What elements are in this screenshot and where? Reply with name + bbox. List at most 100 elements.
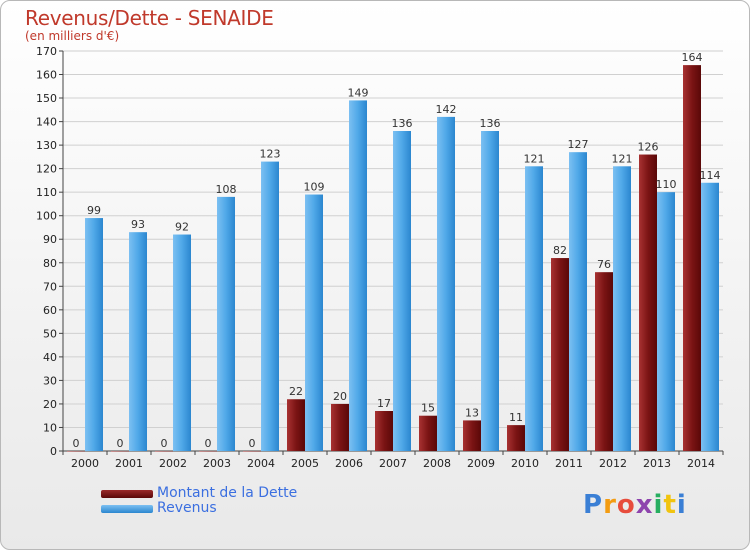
logo-letter: x <box>635 490 654 520</box>
bar-debt <box>507 425 525 451</box>
y-tick-label: 0 <box>50 445 57 458</box>
bar-revenus <box>481 131 499 451</box>
data-label-revenus: 114 <box>700 169 721 182</box>
x-tick-label: 2005 <box>291 457 319 470</box>
logo-letter: t <box>663 490 677 520</box>
data-label-revenus: 109 <box>304 181 325 194</box>
x-tick-label: 2011 <box>555 457 583 470</box>
bar-revenus <box>305 194 323 451</box>
data-label-debt: 0 <box>73 437 80 450</box>
data-label-revenus: 121 <box>612 152 633 165</box>
bar-revenus <box>217 196 235 451</box>
bar-debt <box>683 65 701 451</box>
data-label-revenus: 92 <box>175 221 189 234</box>
bar-revenus <box>701 182 719 451</box>
legend-label-revenus: Revenus <box>157 500 217 516</box>
bar-revenus <box>349 100 367 451</box>
chart-subtitle: (en milliers d'€) <box>25 29 120 43</box>
data-label-debt: 126 <box>638 141 659 154</box>
legend-swatch-revenus <box>101 505 153 513</box>
x-tick-label: 2013 <box>643 457 671 470</box>
y-tick-label: 90 <box>43 233 57 246</box>
bar-debt <box>111 451 129 452</box>
data-label-debt: 164 <box>682 51 703 64</box>
data-label-debt: 13 <box>465 406 479 419</box>
data-label-revenus: 127 <box>568 138 589 151</box>
bar-revenus <box>569 152 587 452</box>
data-label-revenus: 142 <box>436 103 457 116</box>
proxiti-logo: Proxiti <box>583 490 687 520</box>
bar-debt <box>419 415 437 451</box>
data-label-revenus: 136 <box>480 117 501 130</box>
y-tick-label: 50 <box>43 327 57 340</box>
bar-revenus <box>393 131 411 451</box>
data-label-revenus: 121 <box>524 152 545 165</box>
logo-letter: r <box>603 490 617 520</box>
data-label-revenus: 99 <box>87 204 101 217</box>
y-tick-label: 170 <box>36 45 57 58</box>
bar-revenus <box>657 192 675 452</box>
bar-revenus <box>437 116 455 451</box>
y-tick-label: 70 <box>43 280 57 293</box>
data-label-revenus: 110 <box>656 178 677 191</box>
y-tick-label: 30 <box>43 374 57 387</box>
bar-debt <box>375 411 393 451</box>
data-label-debt: 22 <box>289 385 303 398</box>
y-tick-label: 140 <box>36 116 57 129</box>
data-label-debt: 76 <box>597 258 611 271</box>
data-label-revenus: 136 <box>392 117 413 130</box>
data-label-debt: 15 <box>421 402 435 415</box>
data-label-debt: 0 <box>161 437 168 450</box>
data-label-revenus: 93 <box>131 218 145 231</box>
bar-revenus <box>129 232 147 451</box>
x-tick-label: 2002 <box>159 457 187 470</box>
chart-title: Revenus/Dette - SENAIDE <box>25 6 274 30</box>
bar-debt <box>331 403 349 451</box>
x-tick-label: 2000 <box>71 457 99 470</box>
x-tick-label: 2003 <box>203 457 231 470</box>
x-tick-label: 2008 <box>423 457 451 470</box>
data-label-debt: 11 <box>509 411 523 424</box>
bar-debt <box>463 420 481 451</box>
y-tick-label: 100 <box>36 210 57 223</box>
y-tick-label: 160 <box>36 69 57 82</box>
data-label-debt: 17 <box>377 397 391 410</box>
bar-debt <box>595 272 613 451</box>
y-tick-label: 10 <box>43 421 57 434</box>
x-tick-label: 2004 <box>247 457 275 470</box>
bar-debt <box>287 399 305 451</box>
x-tick-label: 2007 <box>379 457 407 470</box>
logo-letter: i <box>653 490 664 520</box>
bar-debt <box>155 451 173 452</box>
bar-revenus <box>525 166 543 451</box>
logo-letter: P <box>583 490 604 520</box>
bar-revenus <box>613 166 631 451</box>
logo-letter: i <box>676 490 687 520</box>
legend-swatch-debt <box>101 490 153 498</box>
y-tick-label: 150 <box>36 92 57 105</box>
bar-debt <box>551 258 569 451</box>
x-tick-label: 2009 <box>467 457 495 470</box>
data-label-revenus: 149 <box>348 86 369 99</box>
x-tick-label: 2012 <box>599 457 627 470</box>
x-tick-label: 2014 <box>687 457 715 470</box>
bar-revenus <box>261 161 279 451</box>
bar-debt <box>199 451 217 452</box>
bar-revenus <box>173 234 191 451</box>
data-label-revenus: 108 <box>216 183 237 196</box>
y-tick-label: 20 <box>43 398 57 411</box>
bar-debt <box>67 451 85 452</box>
y-tick-label: 80 <box>43 257 57 270</box>
bar-debt <box>639 154 657 451</box>
bar-revenus <box>85 218 103 451</box>
data-label-debt: 0 <box>205 437 212 450</box>
y-tick-label: 110 <box>36 186 57 199</box>
data-label-debt: 0 <box>249 437 256 450</box>
y-tick-label: 130 <box>36 139 57 152</box>
bar-debt <box>243 451 261 452</box>
data-label-revenus: 123 <box>260 148 281 161</box>
data-label-debt: 20 <box>333 390 347 403</box>
legend-label-debt: Montant de la Dette <box>157 485 298 501</box>
x-tick-label: 2001 <box>115 457 143 470</box>
